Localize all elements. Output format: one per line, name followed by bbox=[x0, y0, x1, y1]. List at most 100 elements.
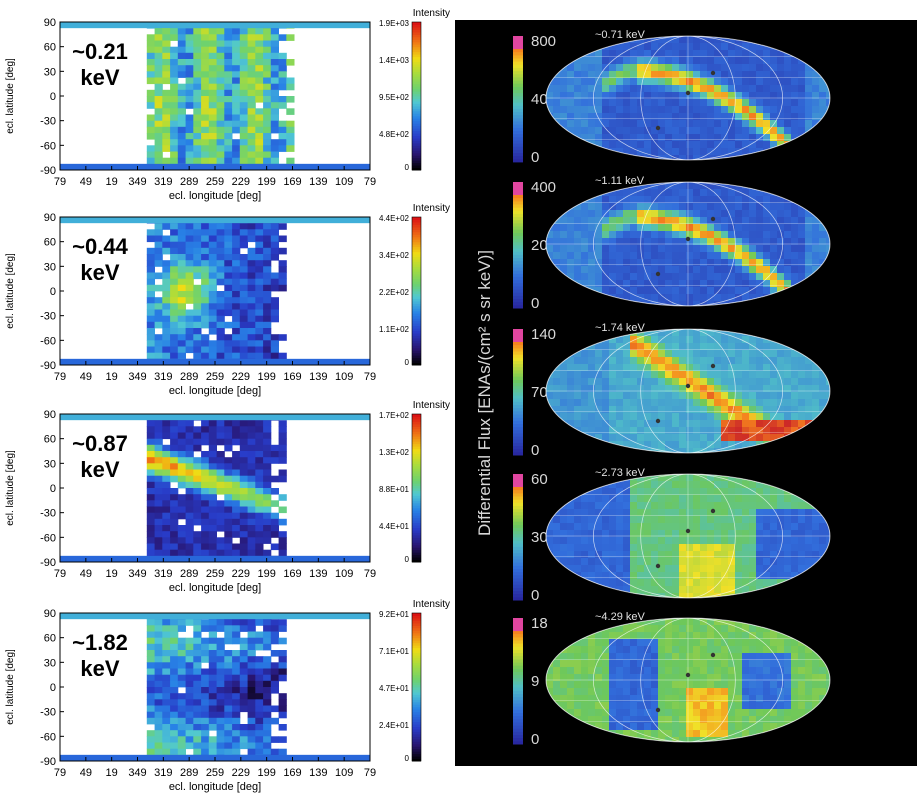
heatmap-cell bbox=[224, 656, 232, 663]
heatmap-cell bbox=[170, 712, 178, 719]
map-pixel bbox=[567, 530, 575, 538]
map-pixel bbox=[630, 378, 638, 386]
map-pixel bbox=[784, 385, 792, 393]
heatmap-cell bbox=[178, 724, 186, 731]
map-pixel bbox=[749, 336, 757, 344]
map-pixel bbox=[588, 392, 596, 400]
hi-colorbar-segment bbox=[513, 220, 523, 224]
map-pixel bbox=[581, 350, 589, 358]
heatmap-cell bbox=[209, 115, 217, 122]
map-pixel bbox=[574, 182, 582, 190]
map-pixel bbox=[560, 280, 568, 288]
map-pixel bbox=[693, 378, 701, 386]
map-pixel bbox=[826, 481, 834, 489]
map-pixel bbox=[693, 113, 701, 121]
heatmap-cell bbox=[255, 712, 263, 719]
map-pixel bbox=[602, 245, 610, 253]
heatmap-cell bbox=[217, 426, 225, 433]
map-pixel bbox=[819, 434, 827, 442]
map-pixel bbox=[686, 155, 694, 163]
heatmap-cell bbox=[155, 334, 163, 341]
map-pixel bbox=[588, 203, 596, 211]
map-pixel bbox=[553, 57, 561, 65]
map-pixel bbox=[595, 238, 603, 246]
heatmap-cell bbox=[170, 242, 178, 249]
heatmap-cell bbox=[162, 550, 170, 557]
reference-marker bbox=[686, 237, 690, 241]
heatmap-cell bbox=[147, 102, 155, 109]
heatmap-cell bbox=[193, 34, 201, 41]
map-pixel bbox=[581, 551, 589, 559]
map-pixel bbox=[770, 113, 778, 121]
map-pixel bbox=[693, 420, 701, 428]
colorbar-segment bbox=[412, 22, 421, 25]
map-pixel bbox=[665, 544, 673, 552]
heatmap-cell bbox=[271, 108, 279, 115]
ibex-hi-maps-column: Differential Flux [ENAs/(cm² s sr keV)]8… bbox=[455, 20, 917, 766]
heatmap-cell bbox=[224, 266, 232, 273]
heatmap-cell bbox=[201, 500, 209, 507]
map-pixel bbox=[756, 273, 764, 281]
map-pixel bbox=[644, 155, 652, 163]
heatmap-cell bbox=[186, 693, 194, 700]
map-pixel bbox=[602, 99, 610, 107]
map-pixel bbox=[686, 57, 694, 65]
map-pixel bbox=[553, 495, 561, 503]
map-pixel bbox=[784, 336, 792, 344]
map-pixel bbox=[693, 43, 701, 51]
map-pixel bbox=[784, 57, 792, 65]
heatmap-cell bbox=[232, 223, 240, 230]
map-pixel bbox=[567, 224, 575, 232]
heatmap-cell bbox=[186, 322, 194, 329]
reference-marker bbox=[656, 419, 660, 423]
map-pixel bbox=[826, 217, 834, 225]
map-pixel bbox=[658, 203, 666, 211]
map-pixel bbox=[728, 350, 736, 358]
heatmap-cell bbox=[162, 470, 170, 477]
map-pixel bbox=[679, 141, 687, 149]
heatmap-cell bbox=[224, 730, 232, 737]
map-pixel bbox=[644, 238, 652, 246]
map-pixel bbox=[588, 273, 596, 281]
map-pixel bbox=[707, 266, 715, 274]
y-tick-label: -30 bbox=[40, 707, 56, 719]
map-pixel bbox=[742, 273, 750, 281]
map-pixel bbox=[588, 259, 596, 267]
heatmap-cell bbox=[248, 519, 256, 526]
map-pixel bbox=[574, 120, 582, 128]
heatmap-cell bbox=[240, 291, 248, 298]
heatmap-cell bbox=[224, 310, 232, 317]
map-pixel bbox=[784, 481, 792, 489]
map-pixel bbox=[672, 231, 680, 239]
map-pixel bbox=[819, 357, 827, 365]
map-pixel bbox=[665, 441, 673, 449]
map-pixel bbox=[567, 120, 575, 128]
map-pixel bbox=[665, 203, 673, 211]
map-pixel bbox=[665, 516, 673, 524]
heatmap-cell bbox=[162, 145, 170, 152]
heatmap-cell bbox=[240, 334, 248, 341]
map-pixel bbox=[826, 280, 834, 288]
heatmap-cell bbox=[255, 638, 263, 645]
map-pixel bbox=[602, 266, 610, 274]
heatmap-cell bbox=[224, 78, 232, 85]
map-pixel bbox=[742, 399, 750, 407]
heatmap-cell bbox=[240, 638, 248, 645]
heatmap-cell bbox=[201, 260, 209, 267]
map-pixel bbox=[679, 502, 687, 510]
heatmap-cell bbox=[178, 476, 186, 483]
hi-colorbar bbox=[513, 182, 523, 309]
heatmap-cell bbox=[201, 488, 209, 495]
heatmap-cell bbox=[170, 78, 178, 85]
map-pixel bbox=[735, 113, 743, 121]
map-pixel bbox=[791, 259, 799, 267]
map-pixel bbox=[560, 224, 568, 232]
heatmap-cell bbox=[147, 291, 155, 298]
heatmap-cell bbox=[279, 706, 287, 713]
map-pixel bbox=[770, 399, 778, 407]
map-pixel bbox=[553, 474, 561, 482]
map-pixel bbox=[819, 544, 827, 552]
map-pixel bbox=[721, 127, 729, 135]
map-pixel bbox=[560, 530, 568, 538]
map-pixel bbox=[595, 537, 603, 545]
